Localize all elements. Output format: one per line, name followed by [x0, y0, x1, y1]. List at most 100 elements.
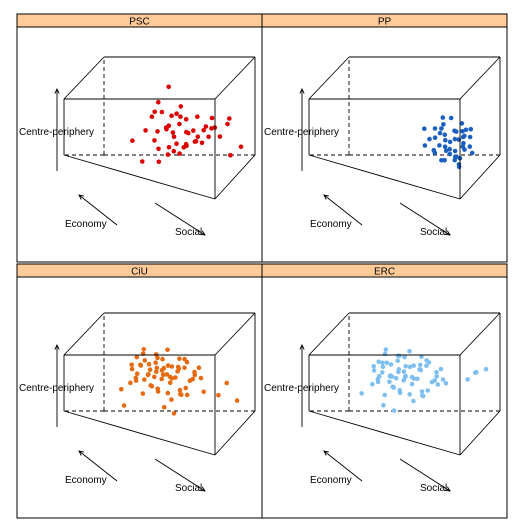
- data-point: [448, 115, 454, 121]
- data-point: [463, 127, 469, 133]
- y-axis-arrow: [399, 458, 451, 492]
- data-point: [443, 381, 449, 386]
- x-axis-arrow-head: [78, 450, 84, 456]
- data-point: [140, 391, 146, 396]
- panel-frame: [16, 263, 263, 519]
- data-point: [380, 370, 385, 375]
- data-point: [425, 388, 431, 393]
- data-point: [461, 140, 466, 146]
- cube-edge: [214, 56, 256, 100]
- data-point: [155, 355, 160, 361]
- data-point: [129, 362, 134, 368]
- data-point: [161, 404, 167, 410]
- data-point: [160, 372, 166, 378]
- data-point: [154, 369, 159, 375]
- panel-pp: PP Centre-periphery Economy Social: [261, 13, 508, 263]
- data-point: [359, 391, 365, 396]
- x-axis-arrow: [78, 194, 118, 226]
- data-point: [142, 358, 148, 363]
- data-point: [432, 378, 438, 383]
- data-point: [176, 366, 182, 372]
- cube-edge: [459, 154, 501, 200]
- data-point: [154, 365, 160, 371]
- x-axis-arrow: [323, 194, 363, 226]
- data-point: [169, 113, 174, 119]
- data-point: [142, 377, 147, 382]
- x-axis-arrow: [78, 450, 118, 482]
- data-point: [193, 139, 199, 144]
- data-point: [442, 132, 448, 138]
- data-point: [171, 148, 177, 154]
- data-point: [183, 117, 189, 122]
- z-axis-arrow-head: [299, 343, 305, 350]
- cube-edge: [459, 410, 501, 456]
- cube-edge: [308, 410, 461, 456]
- data-point: [402, 354, 407, 360]
- panel-title: PSC: [129, 17, 150, 28]
- y-axis-arrow-head: [199, 486, 206, 492]
- data-point: [396, 367, 402, 372]
- panel-erc: ERC Centre-periphery Economy Social: [261, 263, 508, 519]
- y-axis-arrow-head: [199, 230, 206, 236]
- cube-edge: [214, 312, 256, 356]
- data-point: [440, 115, 446, 120]
- data-point: [174, 111, 179, 116]
- data-point: [467, 134, 473, 140]
- data-point: [380, 364, 386, 370]
- data-point: [166, 84, 171, 90]
- cube-edge: [459, 56, 501, 100]
- data-point: [432, 126, 438, 131]
- y-axis-arrow-head: [444, 486, 451, 492]
- data-point: [182, 356, 187, 362]
- data-point: [170, 130, 176, 135]
- data-point: [411, 376, 417, 381]
- data-point: [129, 366, 135, 372]
- panel-strip: [261, 13, 508, 28]
- data-point: [198, 375, 204, 381]
- data-point: [227, 116, 232, 121]
- data-point: [407, 364, 413, 370]
- z-axis-arrow-head: [54, 343, 60, 350]
- data-point: [166, 123, 172, 128]
- data-point: [384, 360, 390, 366]
- data-point: [409, 381, 415, 387]
- data-point: [177, 387, 183, 393]
- y-axis-arrow: [154, 202, 206, 236]
- cube-edge: [459, 312, 501, 356]
- data-point: [153, 360, 158, 366]
- data-point: [452, 148, 458, 154]
- data-point: [417, 362, 423, 368]
- y-axis-arrow: [154, 458, 206, 492]
- data-point: [130, 138, 135, 143]
- cube-edge: [63, 56, 105, 100]
- data-point: [465, 377, 471, 382]
- data-point: [415, 376, 420, 382]
- data-point: [418, 367, 424, 373]
- data-point: [190, 376, 195, 382]
- data-point: [183, 141, 189, 147]
- data-point: [435, 382, 441, 387]
- data-point: [442, 158, 447, 163]
- data-point: [424, 358, 429, 363]
- data-point: [437, 130, 443, 136]
- data-point: [121, 403, 127, 408]
- data-point: [447, 146, 453, 152]
- data-point: [192, 372, 198, 378]
- data-point: [238, 144, 244, 150]
- data-point: [437, 143, 442, 148]
- data-point: [388, 362, 394, 367]
- data-point: [440, 377, 446, 382]
- panel-title: CiU: [131, 267, 148, 278]
- data-point: [439, 158, 444, 163]
- data-point: [371, 363, 377, 369]
- data-point: [133, 375, 139, 381]
- data-point: [217, 134, 223, 139]
- data-point: [234, 398, 240, 403]
- data-point: [419, 354, 424, 360]
- y-axis-label: Social: [420, 227, 447, 238]
- data-point: [438, 366, 444, 372]
- data-point: [152, 374, 157, 380]
- cube-edge: [63, 154, 216, 200]
- data-point: [167, 380, 173, 386]
